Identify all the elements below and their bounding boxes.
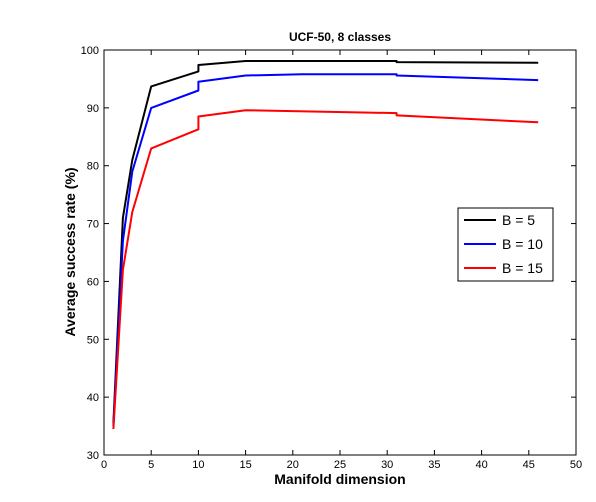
x-tick-label: 45 xyxy=(523,459,535,471)
y-tick-label: 30 xyxy=(87,450,99,462)
y-tick-label: 90 xyxy=(87,103,99,115)
series-line-1 xyxy=(112,60,539,424)
x-tick-label: 15 xyxy=(239,459,251,471)
x-tick-label: 5 xyxy=(148,459,154,471)
y-tick-label: 80 xyxy=(87,161,99,173)
legend-label-3: B = 15 xyxy=(502,260,543,276)
y-tick-label: 60 xyxy=(87,276,99,288)
x-tick-label: 50 xyxy=(570,459,582,471)
y-tick-label: 100 xyxy=(81,45,99,57)
y-tick-label: 40 xyxy=(87,392,99,404)
x-tick-label: 30 xyxy=(381,459,393,471)
x-tick-label: 20 xyxy=(287,459,299,471)
x-tick-label: 0 xyxy=(101,459,107,471)
y-tick-label: 70 xyxy=(87,219,99,231)
series-line-3 xyxy=(112,109,539,430)
x-axis-label: Manifold dimension xyxy=(274,471,405,487)
x-tick-label: 25 xyxy=(334,459,346,471)
x-tick-label: 40 xyxy=(475,459,487,471)
x-tick-label: 35 xyxy=(428,459,440,471)
legend-label-2: B = 10 xyxy=(502,236,543,252)
y-axis-ticks: 30 40 50 60 70 80 90 100 xyxy=(81,45,576,462)
series-lines xyxy=(112,60,539,430)
y-axis-label: Average success rate (%) xyxy=(62,167,78,336)
legend-label-1: B = 5 xyxy=(502,212,535,228)
chart-title: UCF-50, 8 classes xyxy=(289,30,391,44)
y-tick-label: 50 xyxy=(87,334,99,346)
x-axis-ticks: 0 5 10 15 20 25 30 35 40 45 50 xyxy=(101,50,582,471)
legend: B = 5 B = 10 B = 15 xyxy=(457,207,554,282)
x-tick-label: 10 xyxy=(192,459,204,471)
series-line-2 xyxy=(112,73,539,427)
